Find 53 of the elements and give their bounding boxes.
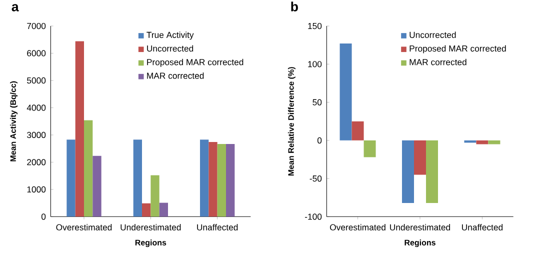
bar bbox=[402, 140, 414, 203]
bar bbox=[66, 140, 76, 217]
bar bbox=[217, 144, 226, 217]
bar bbox=[488, 140, 500, 144]
x-tick-label: Unaffected bbox=[462, 224, 503, 230]
legend-label: Proposed MAR corrected bbox=[147, 58, 244, 67]
bar bbox=[133, 140, 142, 217]
legend-label: MAR corrected bbox=[410, 58, 466, 66]
y-axis-title: Mean Activity (Bq/cc) bbox=[10, 81, 18, 162]
y-tick-label: 4000 bbox=[26, 104, 46, 111]
bar bbox=[352, 121, 364, 140]
y-tick-label: 1000 bbox=[27, 186, 46, 192]
legend-label: Uncorrected bbox=[147, 45, 194, 52]
x-tick-label: Overestimated bbox=[330, 224, 386, 230]
bar bbox=[476, 140, 488, 144]
y-tick-label: 0 bbox=[41, 214, 46, 220]
y-tick-label: -50 bbox=[310, 175, 322, 182]
bar bbox=[340, 44, 352, 140]
bar bbox=[200, 140, 209, 217]
legend-label: MAR corrected bbox=[147, 72, 204, 79]
x-tick-label: Underestimated bbox=[390, 224, 450, 230]
bar bbox=[92, 156, 102, 217]
y-tick-label: 0 bbox=[317, 137, 322, 144]
y-tick-label: 5000 bbox=[27, 77, 46, 84]
y-tick-label: 150 bbox=[308, 22, 322, 30]
bar bbox=[159, 202, 168, 217]
chart-title: b bbox=[291, 2, 298, 12]
y-tick-label: 50 bbox=[312, 99, 322, 106]
bar bbox=[142, 203, 151, 217]
legend-label: Proposed MAR corrected bbox=[410, 45, 506, 54]
bar bbox=[414, 140, 426, 175]
bar bbox=[364, 140, 376, 158]
y-tick-label: 100 bbox=[308, 61, 322, 68]
x-tick-label: Unaffected bbox=[197, 224, 238, 230]
x-tick-label: Underestimated bbox=[120, 224, 181, 230]
bar bbox=[150, 175, 160, 217]
bar bbox=[84, 120, 93, 217]
bar bbox=[226, 144, 235, 217]
chart-title: a bbox=[12, 4, 19, 12]
bar bbox=[208, 142, 218, 217]
y-tick-label: 7000 bbox=[27, 22, 46, 30]
bar bbox=[426, 140, 438, 203]
x-axis-title: Regions bbox=[404, 240, 436, 248]
y-tick-label: -100 bbox=[304, 214, 322, 220]
bar bbox=[75, 41, 84, 217]
x-tick-label: Overestimated bbox=[56, 224, 112, 230]
y-axis-title: Mean Relative Difference (%) bbox=[288, 67, 296, 176]
y-tick-label: 2000 bbox=[27, 159, 46, 166]
legend-label: True Activity bbox=[146, 32, 194, 40]
legend-label: Uncorrected bbox=[410, 32, 456, 38]
y-tick-label: 3000 bbox=[27, 132, 46, 138]
y-tick-label: 6000 bbox=[27, 50, 46, 56]
x-axis-title: Regions bbox=[135, 240, 166, 248]
